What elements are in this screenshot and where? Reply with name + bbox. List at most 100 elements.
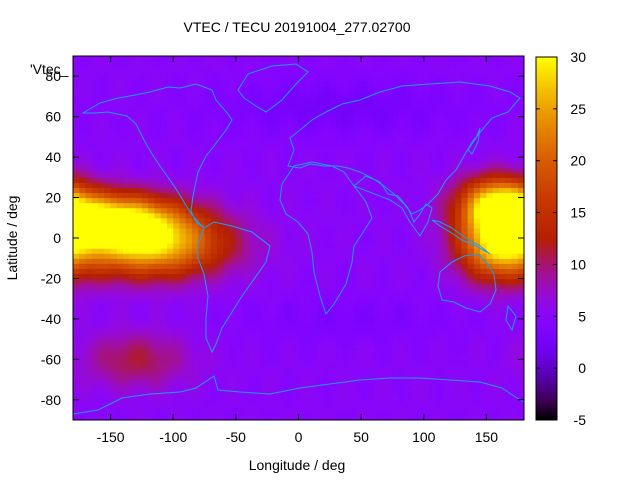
heatmap-cell (160, 81, 168, 87)
heatmap-cell (379, 389, 387, 396)
heatmap-cell (354, 187, 362, 194)
heatmap-cell (254, 172, 262, 178)
heatmap-cell (486, 404, 494, 411)
heatmap-cell (423, 409, 431, 416)
heatmap-cell (123, 96, 130, 103)
heatmap-cell (354, 217, 362, 224)
heatmap-cell (91, 384, 99, 391)
heatmap-cell (442, 167, 450, 173)
heatmap-cell (448, 283, 456, 290)
heatmap-cell (473, 182, 481, 189)
heatmap-cell (467, 131, 475, 138)
heatmap-cell (204, 71, 212, 77)
heatmap-cell (311, 182, 318, 189)
heatmap-cell (154, 86, 162, 92)
heatmap-cell (292, 399, 300, 406)
heatmap-cell (442, 141, 450, 148)
heatmap-cell (192, 56, 199, 62)
heatmap-cell (323, 268, 331, 274)
heatmap-cell (492, 298, 500, 305)
heatmap-cell (242, 126, 249, 133)
heatmap-cell (135, 303, 143, 310)
heatmap-cell (148, 197, 156, 204)
heatmap-cell (242, 197, 249, 204)
heatmap-cell (467, 56, 475, 62)
heatmap-cell (210, 329, 218, 335)
heatmap-cell (367, 263, 375, 269)
heatmap-cell (323, 177, 331, 183)
heatmap-cell (135, 293, 143, 300)
heatmap-cell (129, 147, 137, 153)
heatmap-cell (398, 323, 406, 330)
heatmap-cell (336, 243, 343, 249)
heatmap-cell (129, 61, 137, 67)
heatmap-cell (254, 303, 262, 310)
heatmap-cell (98, 293, 105, 300)
heatmap-cell (154, 354, 162, 360)
heatmap-cell (448, 384, 456, 391)
heatmap-cell (267, 167, 275, 173)
heatmap-cell (505, 359, 513, 365)
heatmap-cell (229, 121, 237, 128)
heatmap-cell (267, 162, 275, 168)
heatmap-cell (285, 293, 293, 300)
heatmap-cell (104, 389, 112, 396)
heatmap-cell (148, 56, 156, 62)
heatmap-cell (229, 197, 237, 204)
heatmap-cell (404, 182, 412, 189)
heatmap-cell (267, 232, 275, 239)
heatmap-cell (204, 318, 212, 325)
heatmap-cell (267, 283, 275, 290)
heatmap-cell (367, 56, 375, 62)
heatmap-cell (79, 384, 87, 391)
heatmap-cell (104, 61, 112, 67)
heatmap-cell (348, 227, 356, 234)
heatmap-cell (498, 157, 506, 163)
heatmap-cell (342, 273, 350, 280)
heatmap-cell (173, 152, 181, 158)
heatmap-cell (91, 197, 99, 204)
heatmap-cell (436, 81, 444, 87)
heatmap-cell (148, 318, 156, 325)
heatmap-cell (254, 121, 262, 128)
heatmap-cell (417, 389, 425, 396)
heatmap-cell (342, 364, 350, 371)
heatmap-cell (154, 232, 162, 239)
heatmap-cell (179, 308, 187, 315)
heatmap-cell (98, 344, 105, 350)
heatmap-cell (185, 384, 193, 391)
heatmap-cell (473, 86, 481, 92)
heatmap-cell (267, 177, 275, 183)
heatmap-cell (298, 147, 306, 153)
heatmap-cell (223, 177, 231, 183)
heatmap-cell (311, 359, 318, 365)
heatmap-cell (367, 111, 375, 118)
heatmap-cell (361, 404, 368, 411)
heatmap-cell (392, 96, 400, 103)
heatmap-cell (480, 238, 488, 244)
heatmap-cell (210, 394, 218, 401)
heatmap-cell (329, 192, 337, 199)
heatmap-cell (304, 167, 312, 173)
heatmap-cell (260, 344, 268, 350)
heatmap-cell (192, 232, 199, 239)
heatmap-cell (104, 177, 112, 183)
heatmap-cell (392, 273, 400, 280)
heatmap-cell (317, 298, 325, 305)
heatmap-cell (379, 152, 387, 158)
heatmap-cell (273, 308, 281, 315)
heatmap-cell (467, 379, 475, 386)
heatmap-cell (417, 172, 425, 178)
heatmap-cell (79, 238, 87, 244)
heatmap-cell (173, 66, 181, 72)
heatmap-cell (129, 207, 137, 214)
heatmap-cell (311, 334, 318, 340)
heatmap-cell (173, 131, 181, 138)
heatmap-cell (411, 364, 419, 371)
heatmap-cell (185, 298, 193, 305)
heatmap-cell (311, 121, 318, 128)
heatmap-cell (404, 404, 412, 411)
heatmap-cell (492, 96, 500, 103)
heatmap-cell (404, 359, 412, 365)
heatmap-cell (411, 399, 419, 406)
